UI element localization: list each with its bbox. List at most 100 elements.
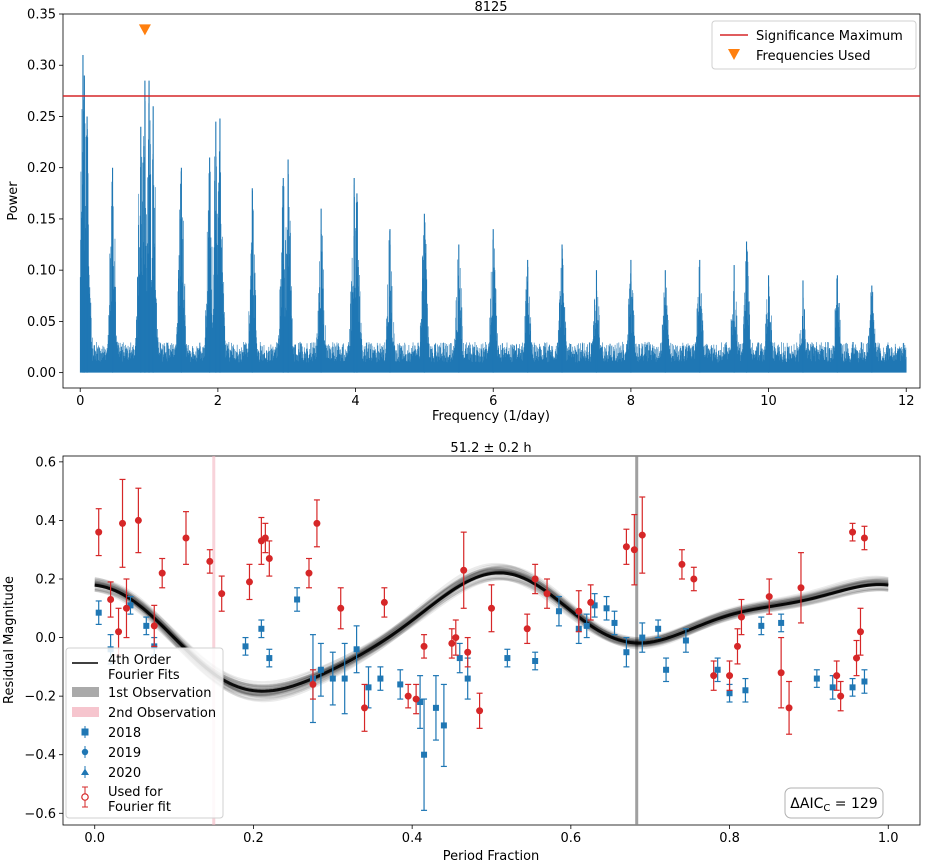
legend-first-observation-label: 1st Observation: [108, 686, 211, 701]
fourier-point-25: [452, 634, 460, 642]
fourier-fit-sample-17: [94, 574, 889, 697]
fourier-point-32: [543, 590, 551, 598]
legend-2018-label: 2018: [108, 726, 141, 741]
point-2018-29: [603, 605, 610, 612]
fourier-point-14: [265, 555, 273, 562]
point-2018-15: [377, 675, 384, 682]
lightcurve-x-tick-label-3: 0.6: [561, 831, 582, 846]
fourier-point-30: [523, 625, 531, 633]
aic-annotation-prefix: ΔAIC: [790, 796, 823, 812]
fourier-fit-sample-18: [94, 566, 889, 696]
fourier-fit-sample-38: [94, 565, 889, 699]
lightcurve-legend: 4th Order Fourier Fits 1st Observation 2…: [65, 647, 224, 819]
periodogram-panel: 8125 0 2 4 6 8 10 12 0.000.050.100.150.200.250…: [6, 0, 921, 424]
point-2018-19: [432, 704, 439, 711]
lightcurve-y-tick-label-5: 0.4: [35, 514, 56, 529]
periodogram-y-tick-label-1: 0.05: [27, 315, 56, 330]
lightcurve-x-tick-label-0: 0.0: [84, 831, 105, 846]
fourier-point-7: [158, 569, 166, 577]
fourier-point-39: [690, 575, 698, 583]
lightcurve-y-tick-label-1: −0.4: [24, 748, 56, 763]
lightcurve-x-ticks: 0.0 0.2 0.4 0.6 0.8 1.0: [84, 825, 899, 846]
point-2018-18: [421, 751, 428, 758]
point-2018-10: [317, 666, 324, 673]
point-2018-35: [682, 637, 689, 644]
legend-2018-swatch: [81, 726, 89, 738]
point-2018-30: [611, 619, 618, 626]
legend-frequencies-swatch: [728, 49, 740, 60]
point-2018-3: [143, 622, 150, 629]
fourier-fit-sample-29: [94, 567, 889, 690]
legend-fourier-label-line-1: 4th Order: [108, 653, 171, 668]
point-2018-37: [726, 690, 733, 697]
point-2018-25: [555, 608, 562, 615]
point-2018-40: [778, 619, 785, 626]
lightcurve-plot-area: [94, 456, 889, 825]
periodogram-y-tick-label-0: 0.00: [27, 366, 56, 381]
fourier-point-35: [622, 543, 630, 551]
fourier-point-52: [856, 628, 864, 636]
periodogram-x-tick-label-3: 6: [489, 394, 497, 409]
point-2018-11: [329, 675, 336, 682]
fourier-point-42: [733, 642, 741, 650]
periodogram-legend: Significance Maximum Frequencies Used: [711, 20, 917, 70]
fourier-point-20: [380, 598, 388, 606]
fourier-fit-sample-14: [94, 569, 889, 687]
fourier-point-28: [476, 707, 484, 715]
point-2018-20: [440, 722, 447, 729]
point-2018-12: [341, 675, 348, 682]
periodogram-y-label: Power: [6, 181, 21, 221]
fourier-fit-sample-31: [94, 562, 889, 695]
point-2018-44: [861, 678, 868, 685]
lightcurve-y-tick-label-6: 0.6: [35, 455, 56, 470]
fourier-fit-best: [94, 571, 889, 693]
fourier-point-43: [737, 613, 745, 621]
fourier-point-17: [313, 519, 321, 527]
fourier-point-31: [531, 575, 539, 583]
aic-annotation: ΔAICC = 129: [784, 787, 884, 819]
fourier-point-22: [412, 695, 420, 703]
periodogram-x-ticks: 0 2 4 6 8 10 12: [76, 388, 915, 409]
fourier-point-46: [785, 704, 793, 712]
fourier-point-16: [309, 680, 317, 688]
fourier-fit-sample-37: [94, 569, 889, 694]
point-2018-6: [258, 625, 265, 632]
fourier-point-26: [460, 566, 468, 574]
fourier-point-23: [420, 642, 428, 650]
fourier-point-44: [765, 593, 773, 601]
lightcurve-x-label: Period Fraction: [443, 849, 540, 864]
fourier-point-6: [150, 622, 158, 630]
fourier-point-8: [182, 534, 190, 542]
periodogram-y-ticks: 0.00 0.05 0.10 0.15 0.20 0.25 0.30 0.35: [27, 8, 63, 381]
periodogram-x-tick-label-4: 8: [627, 394, 635, 409]
lightcurve-y-tick-label-2: −0.2: [24, 690, 56, 705]
fourier-point-13: [261, 534, 269, 542]
lightcurve-title: 51.2 ± 0.2 h: [450, 441, 531, 456]
fourier-point-0: [95, 528, 103, 536]
legend-2019-swatch: [81, 746, 89, 758]
legend-fourier-used-swatch: [81, 786, 89, 808]
frequency-used-marker-0: [138, 24, 151, 36]
point-2018-17: [417, 699, 424, 705]
periodogram-plot-area: [63, 24, 920, 373]
point-2018-14: [365, 684, 372, 691]
aic-annotation-text: ΔAICC = 129: [790, 796, 877, 814]
point-2018-36: [714, 666, 721, 673]
legend-second-observation-label: 2nd Observation: [108, 706, 216, 721]
fourier-point-33: [575, 607, 583, 615]
legend-fourier-label: 4th Order Fourier Fits: [108, 653, 180, 683]
fourier-point-34: [587, 598, 595, 606]
point-2018-42: [829, 684, 836, 691]
legend-fourier-label-line-2: Fourier Fits: [108, 668, 180, 683]
point-2018-2: [127, 602, 134, 609]
fourier-fit-sample-33: [94, 569, 889, 687]
aic-annotation-box: [784, 787, 884, 819]
fourier-point-36: [630, 546, 638, 554]
fourier-point-10: [218, 590, 226, 598]
point-2018-39: [758, 622, 765, 629]
periodogram-y-tick-label-6: 0.30: [27, 59, 56, 74]
fourier-point-11: [245, 578, 253, 586]
point-2018-21: [456, 655, 463, 662]
fourier-point-41: [726, 672, 734, 680]
